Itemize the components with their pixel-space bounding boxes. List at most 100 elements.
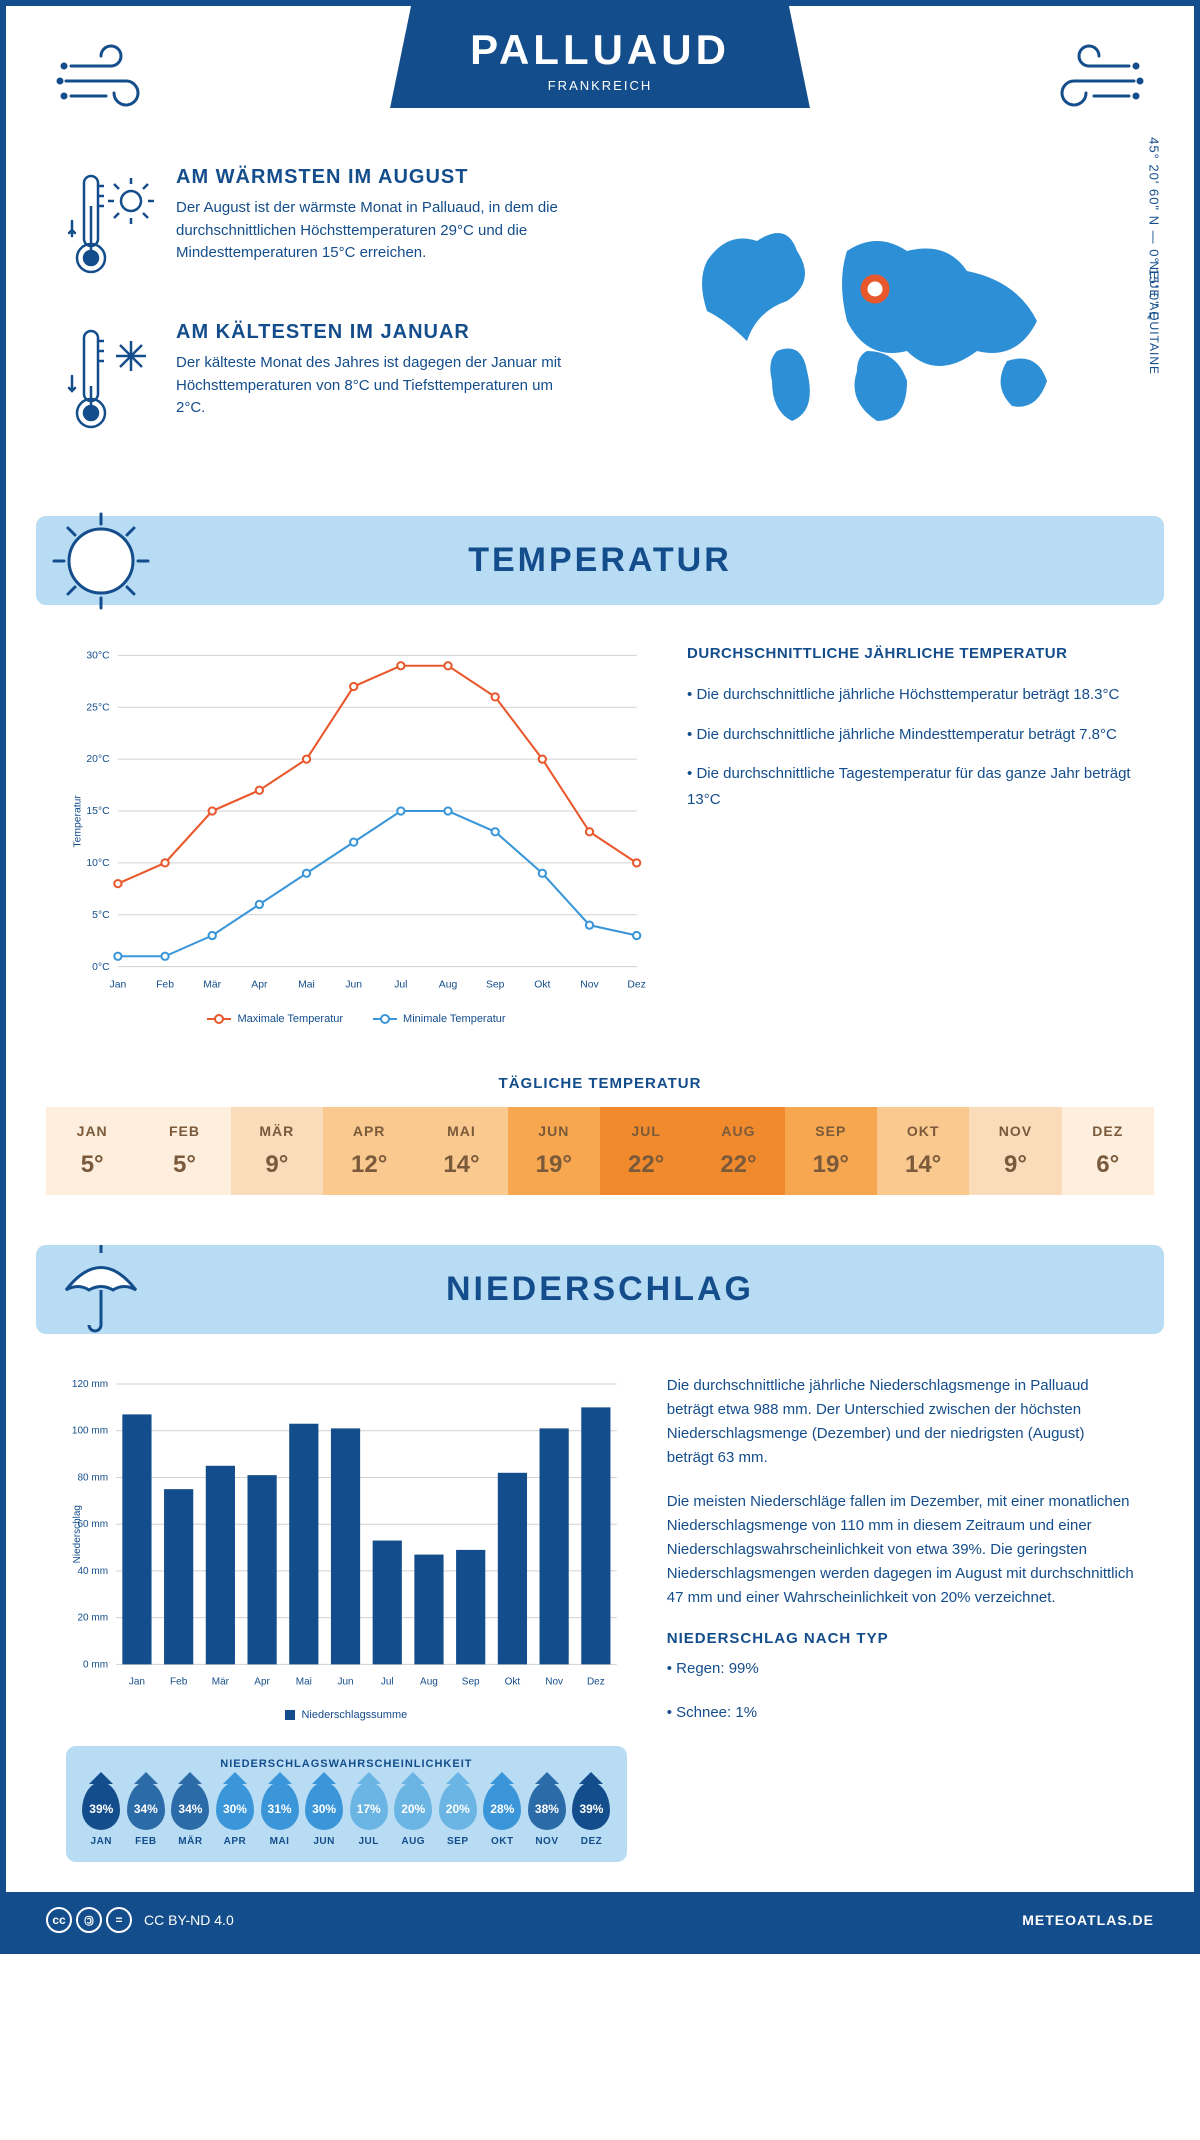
svg-text:Temperatur: Temperatur	[73, 795, 84, 848]
precip-type-title: NIEDERSCHLAG NACH TYP	[667, 1630, 1134, 1647]
svg-text:Sep: Sep	[462, 1676, 480, 1687]
site-name: METEOATLAS.DE	[1022, 1912, 1154, 1928]
drop-item: .drop-col:nth-child(11) .drop::before{bo…	[527, 1782, 568, 1847]
precip-snow: • Schnee: 1%	[667, 1701, 1134, 1725]
sun-icon	[46, 506, 156, 616]
daily-title: TÄGLICHE TEMPERATUR	[6, 1075, 1194, 1092]
header: PALLUAUD FRANKREICH	[6, 6, 1194, 136]
svg-text:10°C: 10°C	[86, 858, 110, 869]
svg-text:Niederschlag: Niederschlag	[72, 1505, 83, 1563]
svg-text:Feb: Feb	[156, 979, 174, 990]
daily-cell: OKT14°	[877, 1107, 969, 1195]
daily-cell: APR12°	[323, 1107, 415, 1195]
precip-legend: Niederschlagssumme	[301, 1709, 407, 1721]
drop-item: .drop-col:nth-child(1) .drop::before{bor…	[81, 1782, 122, 1847]
region-label: NEUE AQUITAINE	[1147, 261, 1161, 375]
temp-chart: 0°C5°C10°C15°C20°C25°C30°CJanFebMärAprMa…	[66, 645, 647, 1025]
svg-text:40 mm: 40 mm	[78, 1566, 109, 1577]
thermometer-snow-icon	[66, 321, 156, 446]
drop-item: .drop-col:nth-child(6) .drop::before{bor…	[304, 1782, 345, 1847]
svg-text:Jun: Jun	[345, 979, 362, 990]
wind-right-icon	[1024, 36, 1144, 126]
wind-left-icon	[56, 36, 176, 126]
legend-max: Maximale Temperatur	[237, 1013, 343, 1025]
country-name: FRANKREICH	[470, 78, 730, 93]
temp-p2: • Die durchschnittliche jährliche Mindes…	[687, 722, 1134, 748]
svg-text:Nov: Nov	[580, 979, 599, 990]
intro-section: AM WÄRMSTEN IM AUGUST Der August ist der…	[6, 136, 1194, 516]
drop-item: .drop-col:nth-child(10) .drop::before{bo…	[482, 1782, 523, 1847]
svg-text:Jan: Jan	[110, 979, 127, 990]
svg-text:0 mm: 0 mm	[83, 1659, 108, 1670]
svg-text:Okt: Okt	[534, 979, 550, 990]
prob-box: NIEDERSCHLAGSWAHRSCHEINLICHKEIT .drop-co…	[66, 1746, 627, 1862]
svg-text:Okt: Okt	[505, 1676, 521, 1687]
daily-cell: MAI14°	[415, 1107, 507, 1195]
temp-legend: Maximale Temperatur Minimale Temperatur	[66, 1013, 647, 1025]
cold-title: AM KÄLTESTEN IM JANUAR	[176, 321, 580, 344]
precip-p2: Die meisten Niederschläge fallen im Deze…	[667, 1490, 1134, 1610]
daily-cell: DEZ6°	[1062, 1107, 1154, 1195]
cc-icons: cc🄯=	[46, 1907, 132, 1933]
daily-cell: NOV9°	[969, 1107, 1061, 1195]
precip-title: NIEDERSCHLAG	[36, 1270, 1164, 1309]
svg-text:80 mm: 80 mm	[78, 1472, 109, 1483]
drop-item: .drop-col:nth-child(12) .drop::before{bo…	[571, 1782, 612, 1847]
svg-text:Jul: Jul	[381, 1676, 394, 1687]
precip-p1: Die durchschnittliche jährliche Niedersc…	[667, 1374, 1134, 1470]
daily-temp-row: JAN5°FEB5°MÄR9°APR12°MAI14°JUN19°JUL22°A…	[46, 1107, 1154, 1195]
drop-item: .drop-col:nth-child(9) .drop::before{bor…	[438, 1782, 479, 1847]
city-name: PALLUAUD	[470, 26, 730, 74]
svg-text:Mai: Mai	[296, 1676, 312, 1687]
svg-text:Mai: Mai	[298, 979, 315, 990]
daily-cell: JUN19°	[508, 1107, 600, 1195]
umbrella-icon	[46, 1235, 156, 1345]
svg-text:100 mm: 100 mm	[72, 1426, 108, 1437]
daily-cell: JAN5°	[46, 1107, 138, 1195]
daily-cell: AUG22°	[692, 1107, 784, 1195]
warm-title: AM WÄRMSTEN IM AUGUST	[176, 166, 580, 189]
svg-text:Jul: Jul	[394, 979, 407, 990]
drop-item: .drop-col:nth-child(2) .drop::before{bor…	[126, 1782, 167, 1847]
daily-cell: MÄR9°	[231, 1107, 323, 1195]
svg-text:20°C: 20°C	[86, 754, 110, 765]
svg-text:120 mm: 120 mm	[72, 1379, 108, 1390]
temp-title: TEMPERATUR	[36, 541, 1164, 580]
svg-text:Mär: Mär	[203, 979, 221, 990]
footer: cc🄯= CC BY-ND 4.0 METEOATLAS.DE	[6, 1892, 1194, 1948]
svg-text:30°C: 30°C	[86, 650, 110, 661]
license-text: CC BY-ND 4.0	[144, 1912, 234, 1928]
svg-text:15°C: 15°C	[86, 806, 110, 817]
svg-text:Feb: Feb	[170, 1676, 188, 1687]
svg-text:Nov: Nov	[545, 1676, 563, 1687]
title-banner: PALLUAUD FRANKREICH	[390, 6, 810, 108]
thermometer-sun-icon	[66, 166, 156, 291]
cold-body: Der kälteste Monat des Jahres ist dagege…	[176, 352, 580, 420]
prob-title: NIEDERSCHLAGSWAHRSCHEINLICHKEIT	[81, 1758, 612, 1770]
temp-banner: TEMPERATUR	[36, 516, 1164, 605]
daily-cell: FEB5°	[138, 1107, 230, 1195]
drop-item: .drop-col:nth-child(3) .drop::before{bor…	[170, 1782, 211, 1847]
temp-aside-title: DURCHSCHNITTLICHE JÄHRLICHE TEMPERATUR	[687, 645, 1134, 662]
svg-text:Jun: Jun	[337, 1676, 353, 1687]
warmest-fact: AM WÄRMSTEN IM AUGUST Der August ist der…	[66, 166, 580, 291]
svg-text:20 mm: 20 mm	[78, 1612, 109, 1623]
svg-text:Sep: Sep	[486, 979, 505, 990]
drop-item: .drop-col:nth-child(4) .drop::before{bor…	[215, 1782, 256, 1847]
temp-p3: • Die durchschnittliche Tagestemperatur …	[687, 761, 1134, 812]
drop-item: .drop-col:nth-child(7) .drop::before{bor…	[348, 1782, 389, 1847]
legend-min: Minimale Temperatur	[403, 1013, 506, 1025]
precip-banner: NIEDERSCHLAG	[36, 1245, 1164, 1334]
svg-text:Aug: Aug	[439, 979, 458, 990]
svg-text:Aug: Aug	[420, 1676, 438, 1687]
svg-text:Dez: Dez	[587, 1676, 605, 1687]
drop-item: .drop-col:nth-child(5) .drop::before{bor…	[259, 1782, 300, 1847]
coldest-fact: AM KÄLTESTEN IM JANUAR Der kälteste Mona…	[66, 321, 580, 446]
svg-text:Mär: Mär	[212, 1676, 230, 1687]
svg-text:Dez: Dez	[627, 979, 645, 990]
precip-rain: • Regen: 99%	[667, 1657, 1134, 1681]
drop-item: .drop-col:nth-child(8) .drop::before{bor…	[393, 1782, 434, 1847]
svg-text:Jan: Jan	[129, 1676, 145, 1687]
warm-body: Der August ist der wärmste Monat in Pall…	[176, 197, 580, 265]
svg-text:5°C: 5°C	[92, 910, 110, 921]
